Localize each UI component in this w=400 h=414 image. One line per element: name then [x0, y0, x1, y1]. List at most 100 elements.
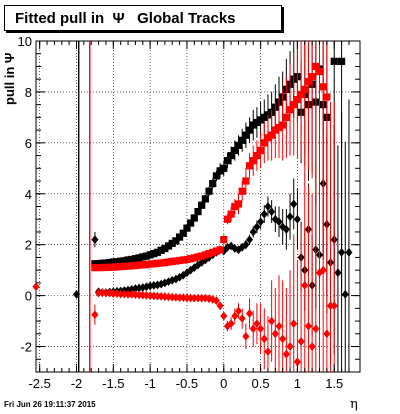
data-point-square [164, 258, 173, 266]
data-point-diamond [183, 293, 191, 303]
data-point-square [150, 250, 158, 258]
data-point-diamond [264, 202, 272, 211]
data-point-square [131, 261, 140, 270]
data-point-square [242, 177, 250, 185]
data-point-diamond [290, 319, 298, 329]
data-point-square [220, 236, 228, 244]
y-tick-label: 10 [18, 34, 32, 49]
data-point-square [256, 146, 265, 155]
data-point-diamond [327, 301, 335, 311]
data-point-diamond [161, 292, 169, 302]
data-point-square [220, 164, 228, 172]
data-point-diamond [253, 319, 261, 329]
data-point-diamond [268, 316, 276, 326]
x-tick-label: -0.5 [176, 376, 198, 391]
data-point-diamond [124, 289, 132, 299]
data-point-square [194, 253, 202, 261]
data-point-diamond [150, 291, 158, 301]
data-point-square [91, 264, 99, 272]
data-point-square [245, 162, 254, 170]
data-point-diamond [345, 247, 353, 257]
data-point-diamond [131, 284, 139, 293]
data-point-square [91, 260, 99, 268]
data-point-square [301, 85, 309, 93]
data-point-diamond [319, 265, 327, 275]
data-point-square [297, 90, 305, 99]
x-tick-label: 0 [220, 376, 227, 391]
data-point-diamond [153, 291, 162, 301]
x-axis-label: η [350, 397, 358, 412]
data-point-square [290, 101, 298, 109]
data-point-square [264, 134, 272, 142]
data-point-square [227, 210, 235, 218]
data-point-diamond [117, 289, 125, 299]
data-point-diamond [91, 310, 99, 320]
data-point-diamond [275, 321, 283, 331]
data-point-square [161, 258, 169, 267]
data-point-diamond [179, 270, 187, 280]
y-axis-label: pull in Ψ [2, 52, 17, 105]
x-tick-label: -2 [71, 376, 83, 391]
data-point-square [337, 57, 346, 65]
data-point-square [150, 260, 158, 268]
data-point-square [293, 95, 302, 104]
data-point-diamond [338, 247, 346, 257]
data-point-square [98, 259, 106, 267]
data-point-square [260, 113, 268, 121]
data-point-square [198, 252, 206, 260]
data-point-diamond [257, 324, 265, 334]
data-point-diamond [231, 311, 239, 321]
data-point-diamond [268, 207, 276, 216]
data-point-square [157, 259, 165, 267]
data-point-diamond [304, 321, 312, 331]
data-point-diamond [176, 272, 184, 282]
data-point-square [234, 200, 243, 208]
data-point-diamond [275, 217, 283, 227]
data-point-diamond [212, 296, 220, 306]
data-point-diamond [279, 334, 287, 344]
data-point-square [238, 187, 246, 195]
x-tick-label: -1.5 [102, 376, 124, 391]
data-point-diamond [109, 289, 117, 298]
data-point-diamond [234, 245, 243, 255]
data-point-diamond [131, 290, 139, 299]
data-point-diamond [282, 349, 290, 359]
axes: -2.5 -2 -1.5 -1 -0.5 0 0.5 1 1.5 -2 0 2 4 6 8 10 [18, 34, 360, 391]
data-point-square [172, 237, 180, 245]
data-point-square [102, 259, 110, 267]
data-point-square [256, 116, 265, 124]
data-point-diamond [91, 235, 99, 244]
data-point-square [175, 256, 184, 265]
data-point-diamond [238, 314, 246, 323]
data-point-square [142, 260, 151, 269]
data-point-diamond [264, 347, 272, 357]
data-point-diamond [146, 281, 154, 291]
data-point-square [106, 258, 114, 267]
data-point-square [179, 256, 187, 264]
data-point-square [146, 251, 154, 259]
data-point-diamond [190, 293, 198, 303]
data-point-square [139, 261, 147, 269]
data-point-square [157, 246, 165, 254]
data-point-square [190, 254, 198, 262]
data-point-square [187, 255, 195, 263]
data-point-diamond [286, 212, 294, 222]
data-point-square [205, 187, 213, 195]
data-point-diamond [176, 293, 184, 303]
data-point-square [234, 141, 243, 149]
data-point-square [128, 262, 136, 270]
data-point-square [142, 252, 151, 260]
data-point-diamond [128, 284, 136, 294]
data-point-diamond [257, 217, 265, 227]
x-tick-label: 1.5 [325, 376, 343, 391]
data-point-diamond [323, 329, 331, 339]
data-point-square [106, 263, 114, 271]
data-point-square [194, 207, 202, 216]
data-point-diamond [227, 319, 235, 329]
data-point-square [117, 262, 125, 271]
data-point-square [94, 260, 103, 268]
data-point-square [190, 214, 198, 222]
data-point-square [113, 258, 121, 266]
y-tick-label: 4 [25, 187, 32, 202]
